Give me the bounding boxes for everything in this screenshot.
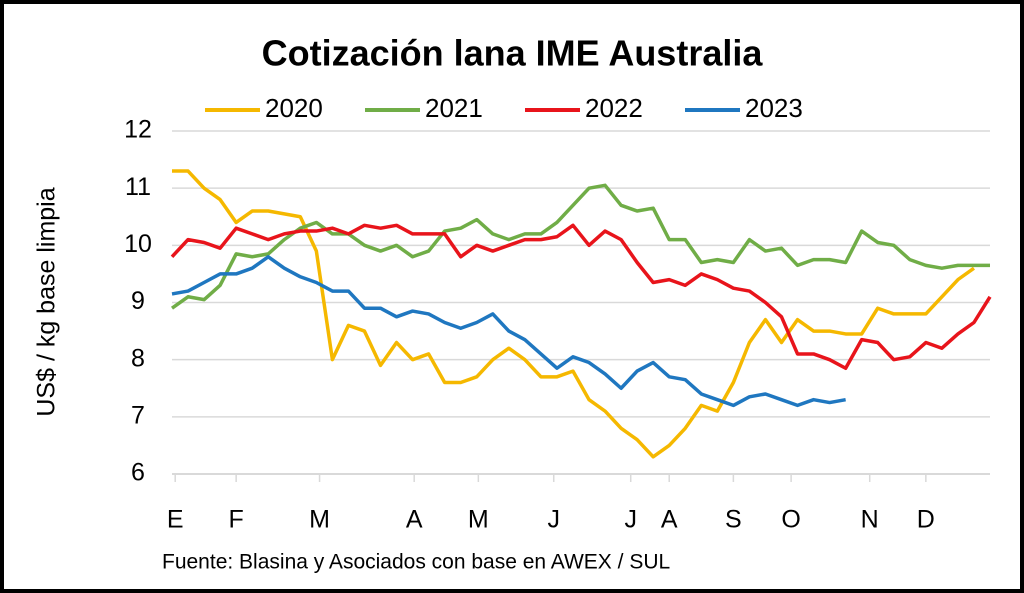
x-tick-label: M <box>468 506 489 534</box>
x-tick-label: N <box>861 506 879 534</box>
series-line <box>170 183 990 310</box>
source-note: Fuente: Blasina y Asociados con base en … <box>162 551 670 574</box>
series-line <box>172 169 975 459</box>
y-tick-label: 12 <box>124 116 152 144</box>
x-tick-label: A <box>661 506 678 534</box>
x-tick-label: J <box>624 506 637 534</box>
x-tick-label: F <box>229 506 244 534</box>
x-tick-label: A <box>406 506 423 534</box>
x-tick-label: D <box>917 506 935 534</box>
x-tick-label: S <box>725 506 742 534</box>
legend-label: 2023 <box>745 93 803 123</box>
y-tick-label: 11 <box>125 173 151 201</box>
legend-label: 2020 <box>265 93 323 123</box>
y-tick-label: 10 <box>124 230 152 258</box>
series-line <box>170 223 992 370</box>
x-tick-label: M <box>309 506 330 534</box>
y-tick-label: 7 <box>131 401 145 429</box>
y-tick-label: 9 <box>131 287 145 315</box>
x-tick-label: O <box>781 506 800 534</box>
x-tick-label: E <box>167 506 184 534</box>
y-tick-label: 6 <box>131 459 145 487</box>
series-line <box>171 255 846 408</box>
legend-label: 2021 <box>425 93 483 123</box>
chart-title: Cotización lana IME Australia <box>262 33 764 74</box>
legend-label: 2022 <box>585 93 643 123</box>
y-tick-label: 8 <box>131 344 145 372</box>
y-axis-label: US$ / kg base limpia <box>33 187 61 416</box>
x-tick-label: J <box>547 506 560 534</box>
